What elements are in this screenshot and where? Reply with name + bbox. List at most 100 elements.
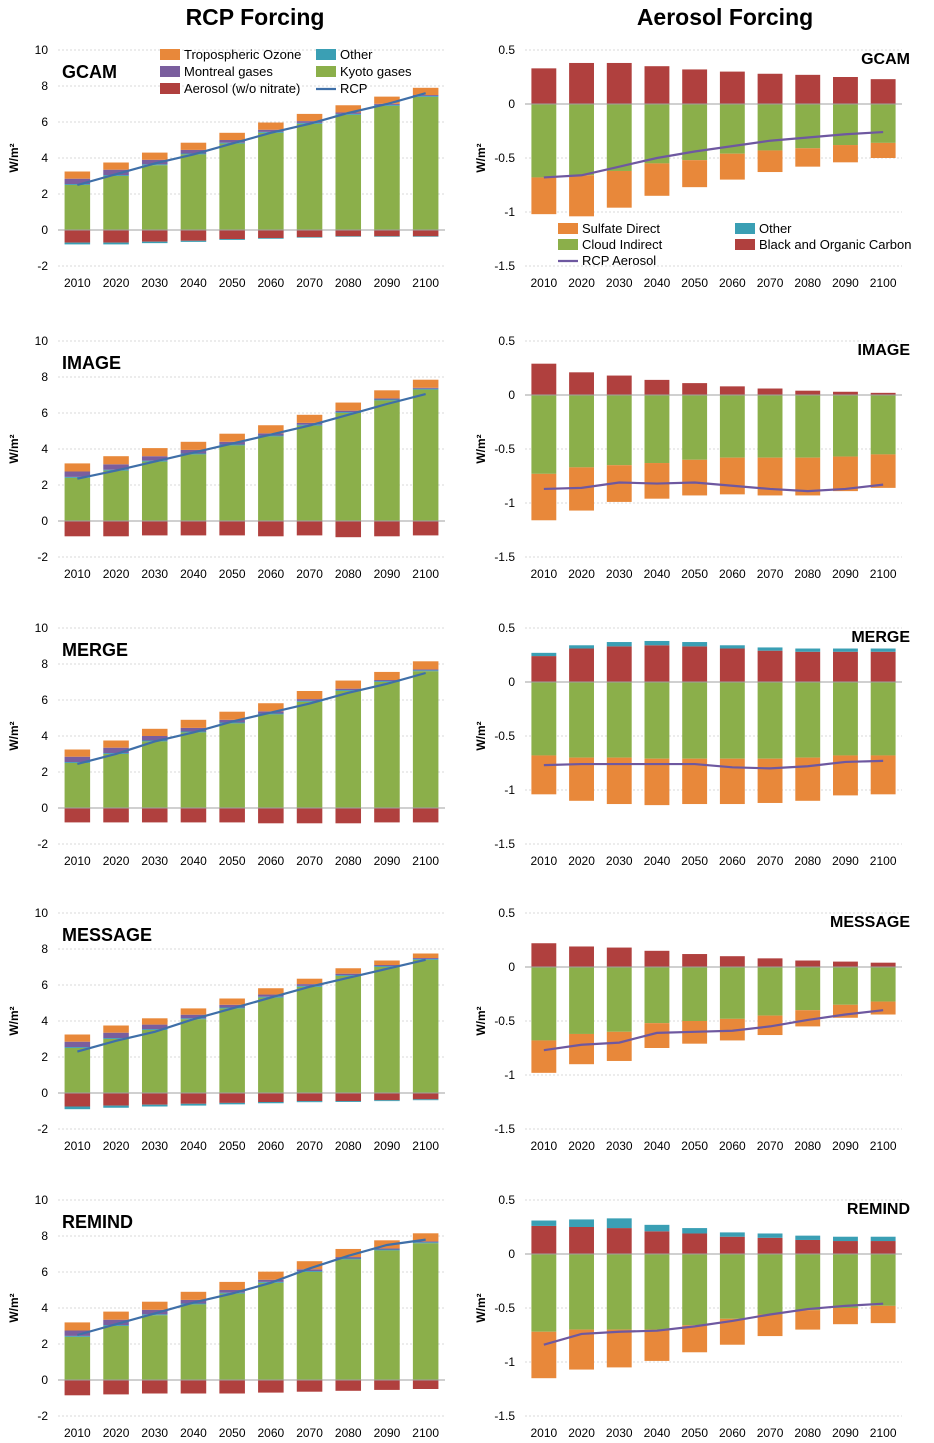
bar-tropospheric-ozone	[219, 132, 245, 140]
x-tick-label: 2100	[412, 567, 439, 581]
bar-cloud-indirect	[719, 967, 745, 1019]
bar-black-and-organic-carbon	[795, 74, 821, 104]
bar-cloud-indirect	[644, 104, 670, 164]
bar-other	[757, 647, 783, 651]
y-tick-label: 4	[41, 729, 48, 743]
bar-montreal-gases	[412, 1241, 439, 1243]
bar-black-and-organic-carbon	[531, 1225, 557, 1254]
bar-kyoto-gases	[180, 732, 207, 808]
x-tick-label: 2080	[335, 854, 362, 868]
bar-black-and-organic-carbon	[644, 379, 670, 395]
bar-montreal-gases	[180, 1014, 207, 1019]
bar-sulfate-direct	[795, 148, 821, 167]
y-axis-label: W/m²	[474, 1293, 488, 1322]
legend-label-black-and-organic-carbon: Black and Organic Carbon	[759, 237, 911, 252]
bar-montreal-gases	[219, 140, 245, 143]
bar-other	[412, 670, 439, 672]
bar-other	[833, 648, 858, 652]
bar-cloud-indirect	[795, 682, 821, 758]
bar-montreal-gases	[180, 149, 207, 154]
series-line-rcp-aerosol	[543, 130, 884, 179]
bar-aerosol-w-o-nitrate	[103, 1093, 129, 1106]
bar-black-and-organic-carbon	[757, 388, 783, 395]
bar-black-and-organic-carbon	[719, 956, 745, 967]
bar-other	[180, 240, 207, 242]
x-tick-label: 2100	[870, 1139, 897, 1153]
bar-sulfate-direct	[644, 758, 670, 806]
bar-aerosol-w-o-nitrate	[180, 230, 207, 241]
series-line-rcp	[77, 393, 426, 480]
chart-rcp-gcam: -2 0 2 4 6 8 10 W/m² 2010 2020 2030 2040 2050 2060 207…	[7, 43, 445, 290]
x-tick-label: 2050	[681, 1139, 708, 1153]
bar-cloud-indirect	[833, 1254, 858, 1308]
bar-tropospheric-ozone	[141, 1301, 168, 1310]
x-tick-label: 2080	[794, 854, 821, 868]
bar-black-and-organic-carbon	[719, 648, 745, 682]
bar-sulfate-direct	[531, 473, 557, 521]
bar-other	[757, 1233, 783, 1238]
bar-other	[374, 236, 400, 237]
chart-rcp-remind: -2 0 2 4 6 8 10 W/m² 2010 2020 2030 2040 2050 2060 207…	[7, 1193, 445, 1440]
bar-sulfate-direct	[606, 170, 632, 208]
bar-kyoto-gases	[412, 671, 439, 808]
bar-kyoto-gases	[219, 1008, 245, 1093]
series-line-rcp-aerosol	[543, 759, 884, 770]
bar-other	[103, 175, 129, 176]
bar-black-and-organic-carbon	[870, 651, 896, 682]
bar-cloud-indirect	[870, 104, 896, 143]
bar-kyoto-gases	[296, 986, 323, 1093]
bar-other	[531, 1220, 557, 1226]
bar-other	[141, 1314, 168, 1316]
bar-kyoto-gases	[141, 741, 168, 808]
bar-black-and-organic-carbon	[870, 1241, 896, 1254]
x-tick-label: 2070	[296, 567, 323, 581]
bar-kyoto-gases	[219, 143, 245, 230]
bar-montreal-gases	[64, 178, 91, 185]
y-tick-label: 0	[41, 514, 48, 528]
bar-cloud-indirect	[833, 682, 858, 756]
bar-montreal-gases	[335, 1257, 362, 1259]
x-tick-label: 2040	[180, 854, 207, 868]
x-tick-label: 2010	[64, 1426, 91, 1440]
legend-swatch-sulfate-direct	[558, 223, 578, 234]
bar-aerosol-w-o-nitrate	[374, 1380, 400, 1390]
bar-kyoto-gases	[412, 96, 439, 230]
bar-montreal-gases	[141, 159, 168, 165]
bar-black-and-organic-carbon	[682, 646, 708, 682]
x-tick-label: 2030	[141, 1426, 168, 1440]
bar-aerosol-w-o-nitrate	[180, 1380, 207, 1394]
bar-other	[335, 113, 362, 115]
x-tick-label: 2090	[832, 1426, 859, 1440]
bar-montreal-gases	[219, 1290, 245, 1293]
bar-aerosol-w-o-nitrate	[258, 1380, 284, 1393]
legend-swatch-other	[735, 223, 755, 234]
bar-kyoto-gases	[296, 701, 323, 808]
bar-sulfate-direct	[569, 1033, 594, 1065]
series-line-rcp	[77, 958, 426, 1053]
x-tick-label: 2060	[719, 1139, 746, 1153]
y-tick-label: 2	[41, 1337, 48, 1351]
bar-sulfate-direct	[757, 1314, 783, 1337]
bar-sulfate-direct	[531, 1040, 557, 1073]
bar-sulfate-direct	[833, 1308, 858, 1325]
y-tick-label: 0.5	[498, 621, 515, 635]
bar-aerosol-w-o-nitrate	[412, 1093, 439, 1100]
bar-aerosol-w-o-nitrate	[64, 1380, 91, 1396]
bar-cloud-indirect	[531, 682, 557, 756]
bar-kyoto-gases	[258, 997, 284, 1093]
series-line-rcp	[77, 1238, 426, 1337]
bar-tropospheric-ozone	[335, 402, 362, 411]
y-tick-label: -1	[504, 1068, 515, 1082]
bar-montreal-gases	[374, 680, 400, 682]
bar-montreal-gases	[64, 756, 91, 763]
y-tick-label: 6	[41, 406, 48, 420]
x-tick-label: 2030	[141, 567, 168, 581]
bar-aerosol-w-o-nitrate	[219, 521, 245, 536]
bar-aerosol-w-o-nitrate	[374, 230, 400, 237]
bar-sulfate-direct	[606, 757, 632, 805]
y-tick-label: -2	[37, 550, 48, 564]
bar-tropospheric-ozone	[103, 1311, 129, 1320]
bar-tropospheric-ozone	[219, 1281, 245, 1290]
bar-kyoto-gases	[258, 714, 284, 808]
x-tick-label: 2010	[530, 854, 557, 868]
